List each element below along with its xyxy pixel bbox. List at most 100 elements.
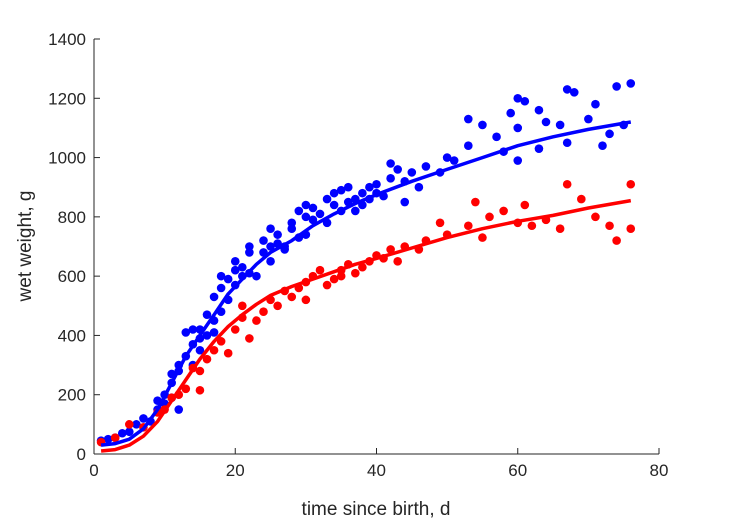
blue-data-point [492, 132, 501, 142]
blue-data-point [513, 93, 523, 103]
blue-data-point [449, 156, 459, 165]
blue-data-point [181, 328, 191, 337]
red-fit-curve [100, 198, 632, 453]
blue-data-point [322, 194, 332, 204]
blue-data-point [407, 168, 417, 177]
y-tick-label: 1200 [48, 89, 86, 108]
y-tick-label: 1000 [48, 149, 86, 168]
red-data-point [195, 385, 205, 395]
blue-data-point [372, 179, 381, 189]
red-data-point [605, 221, 614, 231]
blue-data-point [209, 292, 219, 302]
red-data-point [273, 301, 282, 311]
blue-data-point [343, 182, 353, 192]
blue-data-point [216, 283, 226, 293]
red-data-point [245, 334, 254, 343]
red-data-point [351, 268, 360, 278]
blue-data-point [287, 224, 297, 234]
red-data-point [216, 337, 226, 346]
red-data-point [223, 348, 233, 358]
blue-data-point [393, 165, 402, 174]
red-data-point [464, 221, 473, 231]
blue-data-point [308, 203, 318, 213]
y-tick-label: 0 [77, 445, 86, 464]
red-data-point [329, 274, 339, 284]
blue-data-point [301, 212, 311, 222]
blue-data-point [209, 328, 219, 337]
blue-data-point [541, 117, 551, 127]
blue-fit-curve [100, 120, 632, 447]
blue-data-point [442, 153, 452, 162]
blue-data-point [400, 197, 410, 207]
blue-data-point [202, 310, 212, 319]
blue-data-point [421, 162, 431, 171]
blue-data-point [329, 188, 339, 198]
blue-data-point [605, 129, 614, 139]
blue-data-point [301, 200, 311, 210]
red-data-point [478, 233, 487, 242]
blue-data-point [591, 99, 600, 109]
red-data-point [301, 295, 311, 305]
red-data-point [125, 420, 134, 429]
blue-data-point [626, 79, 636, 88]
red-data-point [358, 262, 367, 272]
blue-data-point [230, 265, 240, 275]
red-data-point [577, 194, 586, 204]
blue-data-point [534, 105, 544, 115]
blue-data-point [534, 144, 544, 153]
red-data-point [315, 265, 325, 275]
red-data-point [520, 200, 530, 210]
blue-data-point [195, 345, 205, 355]
blue-data-point [513, 156, 523, 165]
y-tick-label: 800 [58, 208, 86, 227]
blue-data-point [245, 248, 254, 257]
blue-data-point [308, 215, 318, 225]
blue-data-point [513, 123, 523, 133]
blue-data-point [358, 188, 367, 198]
red-data-point [626, 224, 636, 234]
red-data-point [555, 224, 565, 234]
data-marks [96, 79, 636, 453]
red-data-point [612, 236, 621, 245]
blue-data-point [351, 206, 360, 216]
blue-data-point [117, 428, 127, 438]
blue-data-point [464, 114, 473, 124]
red-data-point [336, 271, 346, 281]
blue-data-point [562, 85, 572, 94]
blue-data-point [584, 114, 593, 124]
blue-data-point [555, 120, 565, 130]
red-data-point [202, 354, 212, 364]
blue-data-point [103, 434, 113, 444]
x-tick-label: 0 [89, 461, 98, 480]
blue-data-point [202, 331, 212, 340]
blue-data-point [464, 141, 473, 151]
blue-data-point [569, 88, 579, 97]
blue-data-point [336, 185, 346, 195]
blue-data-point [132, 420, 141, 429]
blue-data-point [562, 138, 572, 148]
blue-data-point [230, 257, 240, 266]
x-tick-label: 60 [508, 461, 527, 480]
blue-data-point [520, 96, 530, 106]
blue-data-point [245, 242, 254, 251]
blue-data-point [273, 230, 282, 239]
red-data-point [562, 179, 572, 189]
red-data-point [230, 325, 240, 334]
blue-data-point [188, 325, 198, 334]
blue-data-point [598, 141, 607, 151]
y-tick-label: 600 [58, 267, 86, 286]
red-data-point [527, 221, 537, 231]
blue-data-point [414, 182, 424, 192]
red-data-point [591, 212, 600, 222]
red-data-point [485, 212, 494, 222]
x-tick-label: 40 [367, 461, 386, 480]
red-data-point [110, 433, 120, 442]
blue-data-point [329, 200, 339, 210]
blue-data-point [386, 159, 395, 168]
red-data-point [252, 316, 261, 325]
red-data-point [471, 197, 480, 207]
blue-data-point [386, 174, 395, 183]
y-axis-label: wet weight, g [15, 191, 36, 303]
